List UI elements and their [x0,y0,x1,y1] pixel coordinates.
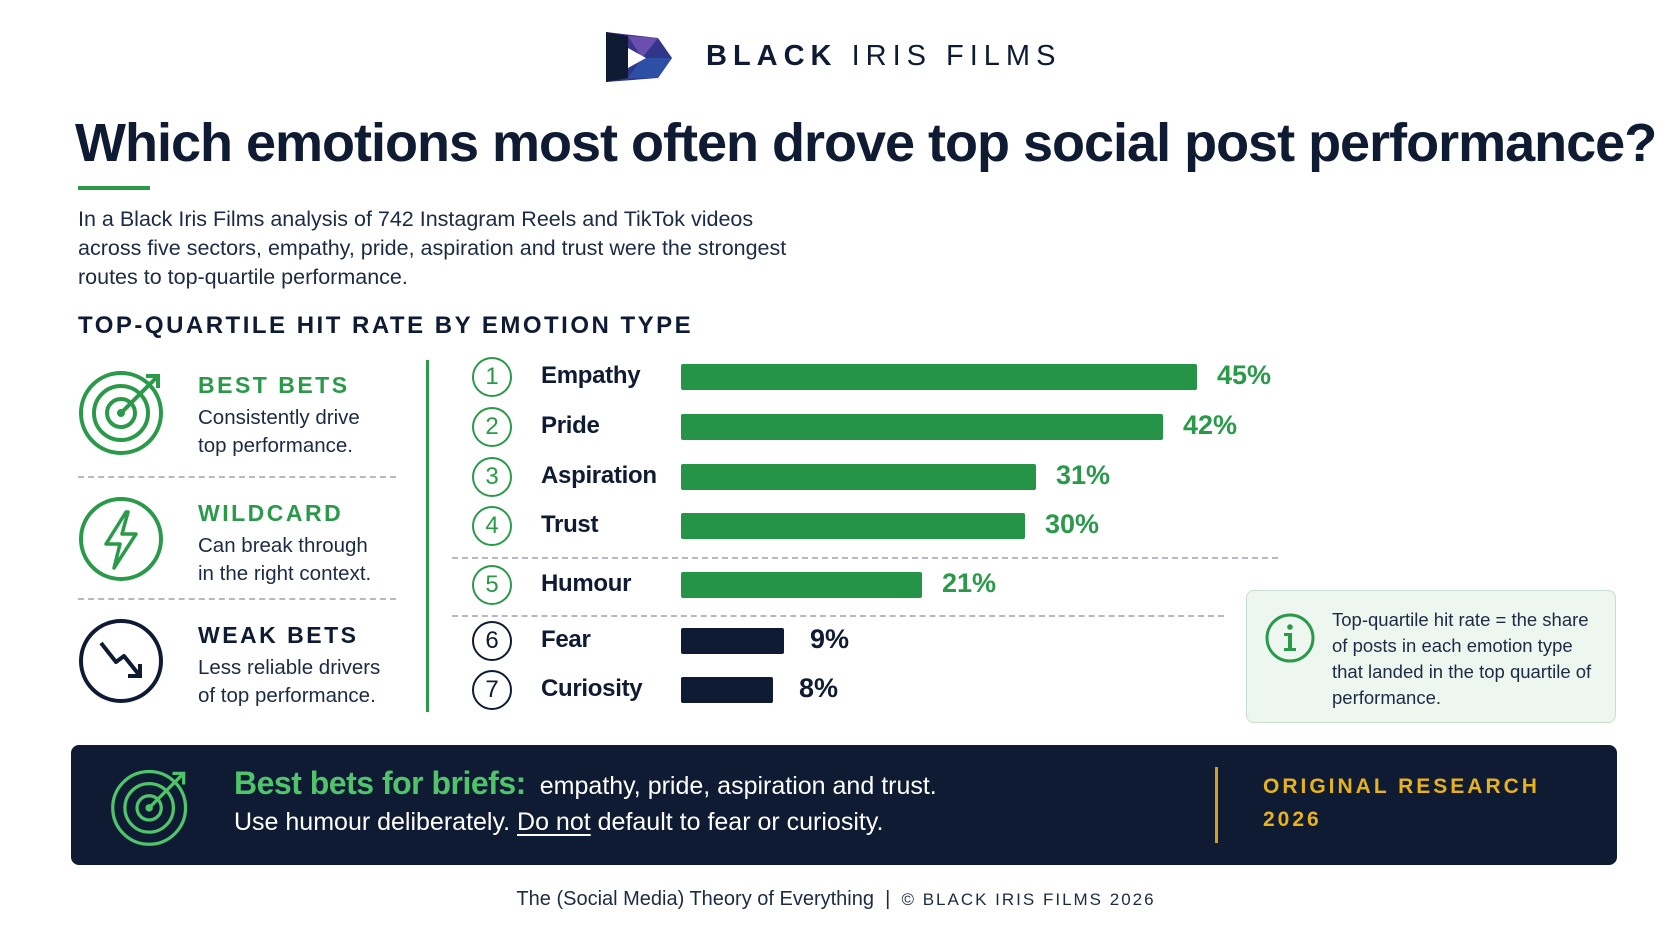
chart-title: TOP-QUARTILE HIT RATE BY EMOTION TYPE [78,312,694,339]
trend-down-icon [79,619,163,703]
bar [681,677,773,703]
rank-badge: 3 [472,457,512,497]
rank-badge: 7 [472,670,512,710]
legend-divider [78,476,396,478]
bar [681,414,1163,440]
chart-divider-line [426,360,429,712]
legend-title: WILDCARD [198,500,344,526]
rank-badge: 6 [472,621,512,661]
rank-badge: 4 [472,506,512,546]
legend-divider [78,598,396,600]
legend-wildcard: WILDCARD Can break through in the right c… [78,494,398,594]
logo: BLACK IRIS FILMS [598,28,1061,84]
value-label: 21% [942,568,997,598]
category-label: Pride [541,412,600,439]
value-label: 30% [1045,509,1100,539]
category-label: Aspiration [541,462,657,489]
title-accent-rule [78,186,150,190]
research-year: 2026 [1263,808,1322,831]
page-title: Which emotions most often drove top soci… [75,113,1657,173]
intro-text: In a Black Iris Films analysis of 742 In… [78,207,787,289]
info-text: Top-quartile hit rate = the share of pos… [1332,609,1592,708]
bar [681,513,1025,539]
banner-separator [1215,767,1218,843]
bar [681,364,1197,390]
value-label: 9% [810,624,850,654]
black-iris-logo-icon [606,32,672,82]
value-label: 45% [1217,360,1272,390]
category-label: Fear [541,626,591,653]
legend-best-bets: BEST BETS Consistently drive top performa… [78,366,398,466]
banner-line-1: Best bets for briefs: empathy, pride, asp… [234,765,937,802]
legend-weak-bets: WEAK BETS Less reliable drivers of top pe… [78,616,398,716]
target-icon [111,769,188,846]
group-divider [452,557,1278,559]
info-icon [1265,613,1315,663]
value-label: 31% [1056,460,1111,490]
bar [681,464,1036,490]
legend-desc: Less reliable drivers of top performance. [198,656,381,707]
legend-desc: Can break through in the right context. [198,534,372,585]
bar [681,572,922,598]
target-icon [79,371,163,455]
legend-title: WEAK BETS [198,622,359,648]
legend-desc: Consistently drive top performance. [198,406,360,457]
category-label: Humour [541,570,632,597]
value-label: 42% [1183,410,1238,440]
rank-badge: 1 [472,357,512,397]
info-box: Top-quartile hit rate = the share of pos… [1246,590,1616,723]
footer: The (Social Media) Theory of Everything … [516,888,1156,910]
research-label: ORIGINAL RESEARCH [1263,775,1540,798]
rank-badge: 2 [472,407,512,447]
banner-heading: Best bets for briefs: [234,765,526,801]
legend-title: BEST BETS [198,372,350,398]
category-label: Trust [541,511,599,538]
group-divider [452,615,1224,617]
brand-name: BLACK IRIS FILMS [706,39,1062,72]
banner-line-2: Use humour deliberately. Do not default … [234,808,884,836]
category-label: Empathy [541,362,641,389]
value-label: 8% [799,673,839,703]
category-label: Curiosity [541,675,643,702]
banner-line-1-text: empathy, pride, aspiration and trust. [539,772,937,800]
rank-badge: 5 [472,565,512,605]
bar [681,628,784,654]
lightning-icon [79,497,163,581]
summary-banner: Best bets for briefs: empathy, pride, asp… [71,745,1617,865]
